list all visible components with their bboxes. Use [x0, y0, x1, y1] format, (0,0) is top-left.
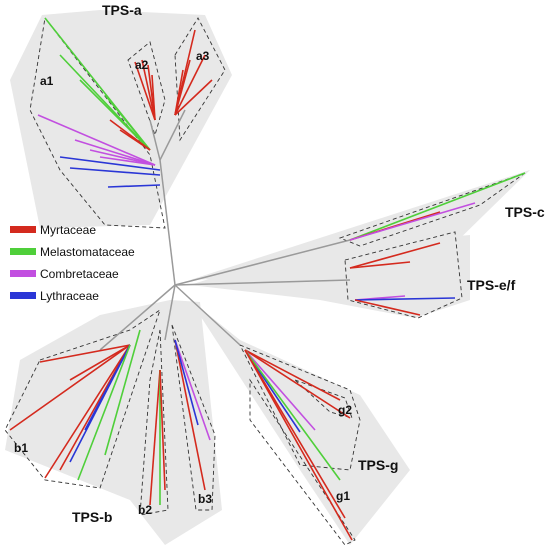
label-g2: g2: [338, 403, 352, 417]
b1-outline: [4, 308, 161, 489]
legend-label-myrtaceae: Myrtaceae: [40, 223, 96, 237]
clade-outlines: [4, 16, 526, 546]
tps-c-outline: [338, 172, 526, 247]
legend-item-combretaceae: Combretaceae: [10, 267, 119, 281]
label-g1: g1: [336, 489, 350, 503]
legend-label-combretaceae: Combretaceae: [40, 267, 119, 281]
backbone-branches: [99, 109, 351, 351]
label-a2: a2: [135, 58, 149, 72]
tps-b-leaves: [9, 329, 211, 506]
label-tps-ef: TPS-e/f: [467, 277, 516, 293]
legend-swatch-lythraceae: [10, 292, 36, 299]
legend-item-myrtaceae: Myrtaceae: [10, 223, 96, 237]
tps-g-outline: [239, 344, 361, 471]
legend-swatch-melastomataceae: [10, 248, 36, 255]
legend-swatch-myrtaceae: [10, 226, 36, 233]
label-a1: a1: [40, 74, 54, 88]
tps-ef-region: [190, 235, 470, 318]
label-tps-a: TPS-a: [102, 2, 142, 18]
label-tps-c: TPS-c: [505, 204, 545, 220]
tps-g-leaves: [244, 349, 353, 541]
label-a3: a3: [196, 49, 210, 63]
legend-item-melastomataceae: Melastomataceae: [10, 245, 135, 259]
legend: Myrtaceae Melastomataceae Combretaceae L…: [10, 223, 135, 303]
legend-label-melastomataceae: Melastomataceae: [40, 245, 135, 259]
legend-swatch-combretaceae: [10, 270, 36, 277]
g2-outline: [294, 379, 353, 419]
label-b1: b1: [14, 441, 28, 455]
tps-c-ef-leaves: [349, 172, 526, 316]
label-tps-b: TPS-b: [72, 509, 112, 525]
tps-ef-outline: [344, 231, 463, 319]
tps-a-leaves: [37, 17, 213, 188]
legend-label-lythraceae: Lythraceae: [40, 289, 99, 303]
tps-g-region: [190, 300, 410, 545]
label-b3: b3: [198, 492, 212, 506]
label-b2: b2: [138, 503, 152, 517]
legend-item-lythraceae: Lythraceae: [10, 289, 99, 303]
label-tps-g: TPS-g: [358, 457, 398, 473]
b2-outline: [139, 329, 169, 516]
b3-outline: [171, 324, 216, 511]
g1-outline: [249, 378, 356, 546]
